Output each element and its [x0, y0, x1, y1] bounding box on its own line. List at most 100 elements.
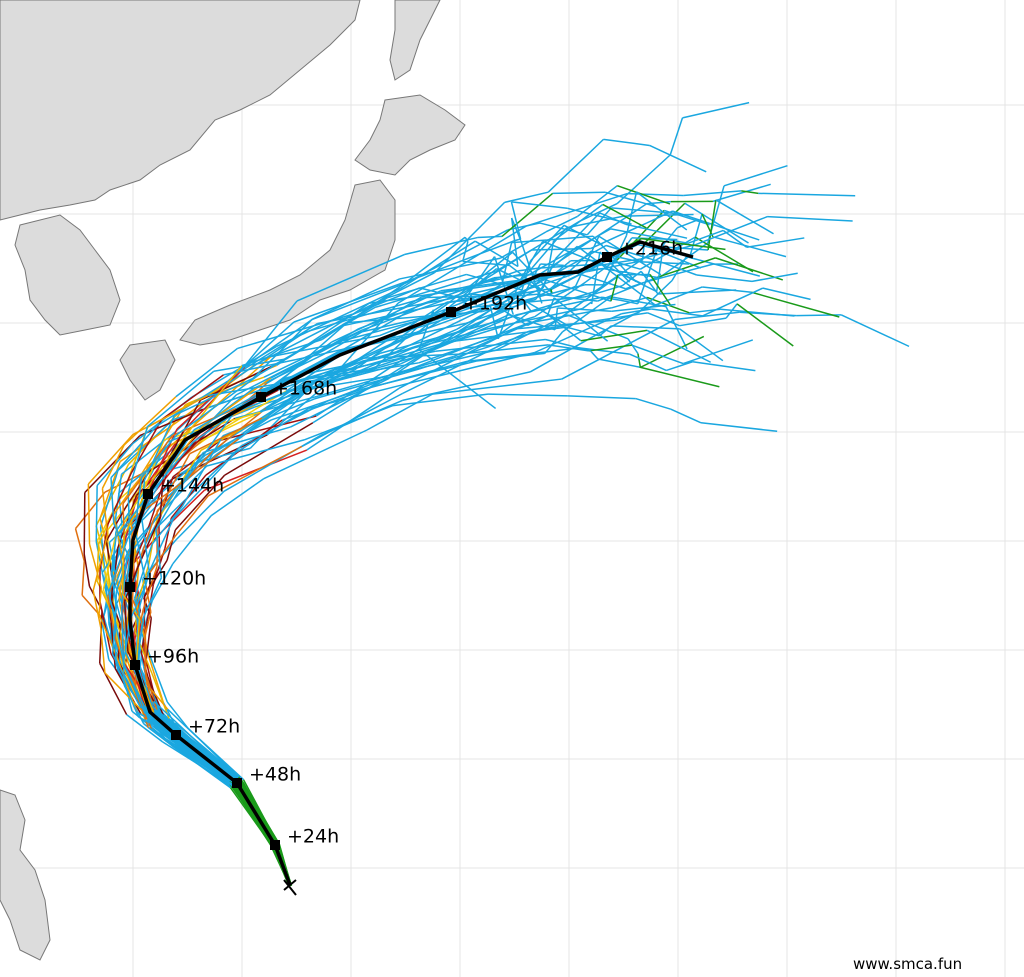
member-track	[435, 338, 546, 352]
member-track	[715, 199, 774, 235]
member-track	[623, 213, 694, 217]
member-track	[631, 344, 684, 365]
member-track	[100, 627, 106, 673]
mainland	[0, 0, 361, 221]
member-track	[620, 299, 638, 305]
member-track	[637, 353, 642, 368]
member-track	[127, 492, 131, 552]
member-track	[459, 344, 549, 355]
member-track	[684, 202, 749, 244]
member-track	[155, 529, 163, 578]
member-track	[110, 425, 157, 479]
member-track	[520, 228, 612, 280]
member-track	[99, 470, 119, 528]
member-track	[96, 540, 111, 591]
member-track	[402, 371, 531, 402]
member-track	[124, 558, 131, 602]
member-track	[271, 388, 361, 421]
member-track	[177, 438, 240, 487]
member-track	[329, 342, 448, 383]
member-track	[161, 374, 224, 420]
member-track	[306, 376, 382, 391]
member-track	[501, 192, 554, 237]
member-track	[625, 223, 688, 239]
member-track	[143, 415, 176, 481]
member-track	[207, 445, 303, 497]
member-track	[164, 517, 173, 549]
member-track	[577, 185, 618, 218]
member-track	[380, 320, 499, 354]
member-track	[147, 726, 170, 745]
member-track	[655, 244, 665, 292]
start-cross	[283, 879, 297, 896]
member-track	[153, 453, 191, 520]
member-track	[175, 744, 236, 788]
track-marker	[130, 660, 140, 670]
member-track	[639, 366, 720, 388]
member-track	[366, 393, 433, 431]
member-track	[115, 502, 143, 538]
member-track	[556, 321, 582, 342]
member-track	[107, 472, 133, 525]
member-track	[134, 477, 143, 530]
member-track	[495, 220, 581, 273]
member-track	[461, 241, 469, 262]
member-track	[175, 490, 225, 541]
member-track	[464, 236, 469, 242]
time-label: +48h	[249, 764, 301, 786]
member-track	[649, 144, 707, 173]
member-track	[676, 218, 699, 229]
member-track	[235, 353, 336, 410]
member-track	[404, 236, 478, 256]
member-track	[669, 117, 684, 156]
member-track	[604, 191, 657, 208]
member-track	[240, 300, 298, 371]
member-track	[130, 583, 147, 618]
member-track	[88, 543, 103, 588]
member-track	[159, 467, 165, 517]
member-track	[392, 393, 489, 407]
member-track	[535, 278, 548, 300]
member-track	[235, 395, 317, 419]
member-track	[527, 314, 548, 327]
member-track	[597, 358, 640, 368]
member-track	[153, 700, 187, 732]
korea	[14, 214, 121, 336]
member-track	[707, 199, 717, 251]
member-track	[114, 622, 126, 667]
member-track	[174, 474, 226, 531]
member-track	[682, 339, 754, 365]
member-track	[611, 325, 680, 330]
member-track	[418, 348, 497, 410]
member-track	[702, 286, 752, 294]
member-track	[546, 297, 555, 316]
member-track	[303, 404, 394, 441]
member-track	[602, 235, 628, 286]
member-track	[146, 370, 215, 428]
track-marker	[446, 307, 456, 317]
member-track	[314, 368, 420, 400]
member-track	[401, 236, 466, 287]
member-track	[746, 237, 805, 249]
member-track	[115, 663, 140, 718]
track-marker	[171, 730, 181, 740]
member-track	[841, 314, 910, 348]
member-track	[120, 557, 128, 607]
member-track	[581, 301, 592, 310]
time-label: +168h	[273, 378, 337, 400]
member-track	[149, 417, 236, 472]
member-track	[722, 229, 748, 248]
member-track	[134, 529, 147, 585]
member-track	[101, 488, 109, 535]
member-track	[521, 260, 532, 291]
member-track	[567, 395, 636, 400]
member-track	[114, 623, 117, 664]
member-track	[304, 296, 427, 333]
time-label: +72h	[188, 716, 240, 738]
member-track	[370, 360, 468, 389]
member-track	[95, 525, 108, 563]
member-track	[175, 347, 238, 398]
member-track	[603, 138, 650, 147]
track-marker	[270, 840, 280, 850]
